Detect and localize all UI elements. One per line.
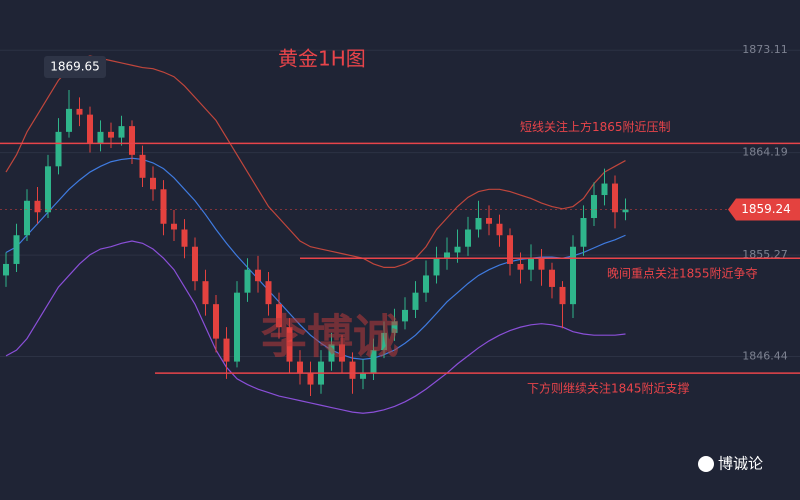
- candle-body: [192, 246, 198, 282]
- candle-body: [591, 195, 597, 219]
- candle-body: [34, 200, 41, 213]
- candle-body: [76, 108, 83, 115]
- candle-body: [570, 246, 576, 305]
- candle-body: [339, 344, 345, 362]
- logo-text: 博诚论: [718, 455, 763, 473]
- candle-body: [55, 131, 62, 167]
- candle-body: [538, 258, 545, 270]
- candle-body: [129, 126, 135, 155]
- logo: 博诚论: [698, 455, 763, 473]
- candle-body: [454, 246, 461, 253]
- candle-body: [255, 269, 261, 282]
- candle-body: [486, 218, 492, 224]
- candle-body: [465, 229, 471, 247]
- candle-body: [297, 361, 303, 374]
- candle-body: [213, 304, 219, 339]
- candle-body: [391, 321, 398, 333]
- candle-body: [549, 269, 555, 287]
- band-line: [5, 55, 626, 269]
- overlay: 1859.24 1869.65: [0, 56, 800, 221]
- candle-body: [328, 344, 335, 362]
- levels: 短线关注上方1865附近压制晚间重点关注1855附近争夺下方则继续关注1845附…: [0, 119, 800, 396]
- candle-body: [423, 275, 429, 293]
- watermark: 李博诚: [261, 310, 399, 364]
- band-line: [5, 157, 626, 360]
- candle-body: [160, 189, 167, 224]
- candle-body: [475, 218, 482, 230]
- candle-body: [244, 269, 251, 293]
- candle-body: [276, 304, 282, 328]
- level-label: 短线关注上方1865附近压制: [520, 119, 671, 134]
- candle-body: [444, 252, 450, 259]
- candle-body: [622, 209, 629, 213]
- candle-body: [402, 309, 408, 322]
- candle-body: [286, 327, 293, 362]
- candle-body: [360, 373, 366, 379]
- chart-title: 黄金1H图: [278, 47, 366, 71]
- candle-body: [349, 361, 356, 379]
- candle-body: [381, 332, 387, 351]
- candle-body: [265, 281, 272, 305]
- candle-body: [24, 200, 30, 236]
- last-price-tag: 1859.24: [741, 202, 791, 216]
- candles: [3, 89, 629, 397]
- logo-icon: [698, 456, 714, 472]
- level-label: 下方则继续关注1845附近支撑: [527, 381, 690, 396]
- candle-body: [3, 263, 9, 276]
- candle-body: [528, 258, 534, 270]
- candle-body: [13, 235, 20, 264]
- candle-body: [234, 292, 240, 362]
- y-tick-label: 1855.27: [742, 248, 788, 261]
- candle-body: [118, 126, 125, 138]
- candle-body: [433, 258, 440, 276]
- candle-body: [108, 131, 114, 138]
- candle-body: [66, 108, 72, 132]
- candle-body: [45, 166, 51, 213]
- candle-body: [223, 338, 230, 362]
- level-label: 晚间重点关注1855附近争夺: [607, 266, 758, 281]
- candle-body: [87, 114, 93, 144]
- candle-body: [370, 350, 377, 374]
- band-line: [5, 240, 626, 414]
- candle-body: [171, 223, 177, 230]
- y-tick-label: 1846.44: [742, 350, 788, 363]
- candle-body: [412, 292, 419, 310]
- y-tick-label: 1864.19: [742, 146, 788, 159]
- candle-body: [496, 223, 503, 236]
- candle-body: [307, 373, 314, 385]
- y-tick-label: 1873.11: [742, 43, 788, 56]
- candle-body: [139, 154, 146, 178]
- max-marker: 1869.65: [50, 60, 100, 74]
- candle-body: [202, 281, 209, 305]
- candle-body: [150, 177, 156, 190]
- max-marker-bg: [44, 56, 106, 78]
- last-price-tag-bg: [728, 198, 800, 221]
- candle-body: [507, 235, 513, 264]
- candle-body: [517, 263, 524, 270]
- candle-body: [612, 183, 618, 213]
- candle-body: [97, 131, 104, 144]
- candle-body: [601, 183, 608, 196]
- candle-body: [559, 286, 566, 305]
- bands: [5, 55, 626, 414]
- candle-body: [580, 218, 587, 247]
- candle-body: [181, 229, 188, 247]
